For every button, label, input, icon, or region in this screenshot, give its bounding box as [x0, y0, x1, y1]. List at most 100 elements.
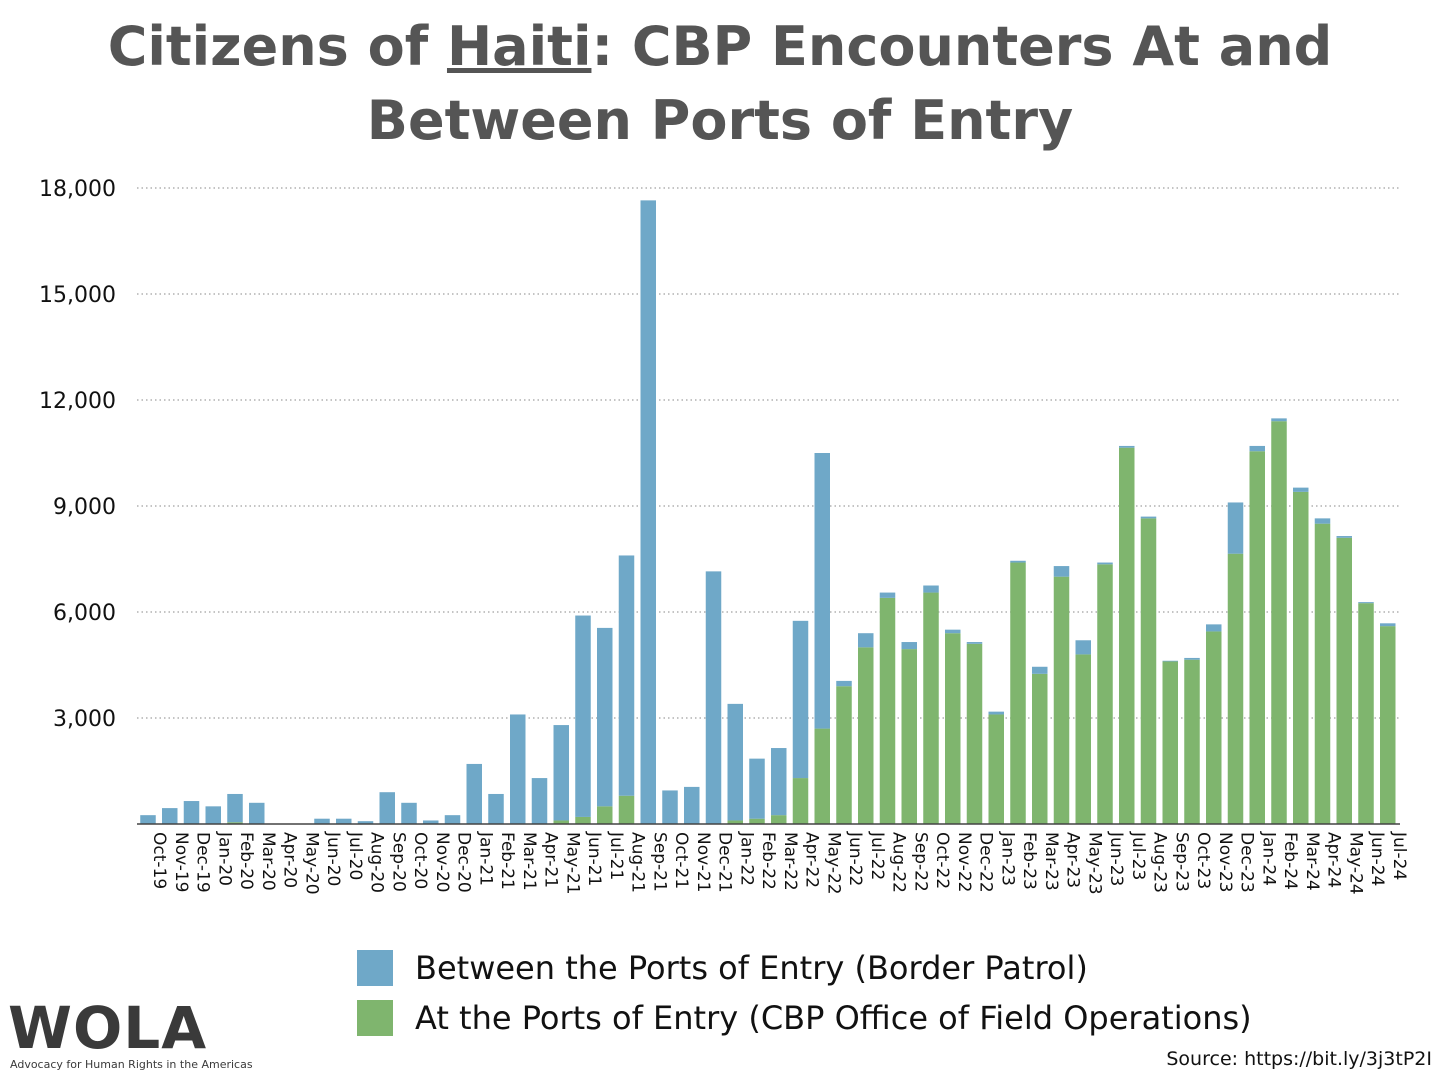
bar-between-ports	[923, 585, 939, 593]
bar-between-ports	[466, 763, 482, 824]
bar-between-ports	[879, 592, 896, 598]
chart-title: Citizens of Haiti: CBP Encounters At and…	[107, 15, 1333, 152]
bar-at-ports	[1380, 626, 1396, 824]
x-tick-label: Nov-23	[1215, 832, 1235, 893]
x-tick-label: Jan-22	[736, 831, 756, 886]
bar-at-ports	[1314, 523, 1331, 824]
bar-at-ports	[1140, 518, 1157, 824]
bar-between-ports	[336, 818, 352, 824]
bar-between-ports	[988, 711, 1004, 715]
bar-between-ports	[1075, 640, 1091, 655]
bar-between-ports	[140, 815, 156, 824]
x-tick-label: Apr-24	[1324, 832, 1344, 888]
x-tick-label: Jul-22	[867, 831, 887, 880]
x-tick-label: Feb-20	[236, 832, 256, 890]
x-tick-label: Jan-20	[214, 831, 234, 886]
bar-at-ports	[1249, 451, 1265, 824]
bar-between-ports	[814, 453, 830, 729]
bar-between-ports	[901, 642, 917, 650]
bar-at-ports	[597, 806, 613, 824]
bar-between-ports	[1053, 566, 1070, 577]
bar-between-ports	[1227, 502, 1244, 554]
bar-at-ports	[1336, 537, 1352, 824]
x-tick-label: Nov-21	[693, 832, 713, 893]
bar-at-ports	[858, 647, 874, 824]
bar-at-ports	[1119, 447, 1135, 824]
bar-between-ports	[1097, 562, 1113, 565]
x-tick-label: Aug-20	[367, 832, 387, 893]
bar-between-ports	[966, 642, 983, 644]
bar-between-ports	[662, 790, 678, 824]
x-tick-label: Jul-24	[1389, 831, 1409, 880]
bar-between-ports	[684, 786, 700, 824]
legend-label-at-ports: At the Ports of Entry (CBP Office of Fie…	[415, 999, 1252, 1037]
x-tick-label: Apr-22	[802, 832, 822, 888]
y-tick-label: 15,000	[39, 283, 116, 308]
bar-between-ports	[945, 629, 961, 634]
bar-between-ports	[1032, 666, 1048, 674]
x-tick-label: Aug-23	[1150, 832, 1170, 893]
x-tick-label: May-21	[562, 832, 582, 895]
bar-between-ports	[727, 703, 743, 821]
x-tick-label: Mar-20	[258, 832, 278, 891]
bar-between-ports	[836, 680, 852, 687]
x-tick-label: Apr-20	[280, 832, 300, 888]
x-tick-label: Jun-20	[323, 831, 343, 886]
legend-label-between-ports: Between the Ports of Entry (Border Patro…	[415, 949, 1088, 987]
bar-at-ports	[923, 592, 939, 824]
x-tick-label: Apr-23	[1063, 832, 1083, 888]
bar-at-ports	[901, 649, 917, 824]
bar-between-ports	[792, 620, 809, 779]
bar-at-ports	[618, 795, 635, 824]
x-tick-label: Oct-23	[1193, 832, 1213, 889]
bar-at-ports	[1271, 421, 1287, 824]
bar-between-ports	[1314, 518, 1331, 524]
bar-at-ports	[1053, 576, 1070, 824]
x-tick-label: Sep-20	[388, 832, 408, 892]
bar-at-ports	[1293, 491, 1309, 824]
bar-at-ports	[749, 818, 765, 824]
x-tick-label: Jul-20	[345, 831, 365, 880]
bar-at-ports	[988, 714, 1004, 824]
legend: Between the Ports of Entry (Border Patro…	[357, 943, 1252, 1043]
y-tick-label: 6,000	[53, 601, 116, 626]
bar-at-ports	[1075, 654, 1091, 824]
x-tick-label: Jun-22	[845, 831, 865, 886]
bar-between-ports	[444, 815, 461, 824]
wola-logo: WOLA Advocacy for Human Rights in the Am…	[8, 996, 253, 1080]
x-tick-label: Aug-21	[628, 832, 648, 893]
bar-at-ports	[966, 643, 983, 824]
bar-between-ports	[205, 806, 221, 824]
bar-at-ports	[879, 597, 896, 824]
x-tick-label: Oct-20	[410, 832, 430, 889]
y-tick-label: 18,000	[39, 177, 116, 202]
bar-between-ports	[227, 793, 243, 823]
x-tick-label: Jun-23	[1106, 831, 1126, 886]
x-tick-label: Mar-21	[519, 832, 539, 891]
x-tick-label: Jun-21	[584, 831, 604, 886]
legend-swatch-at-ports	[357, 1000, 393, 1036]
x-tick-label: Feb-21	[497, 832, 517, 890]
x-tick-label: Nov-20	[432, 832, 452, 893]
bar-at-ports	[1032, 673, 1048, 824]
x-tick-label: Oct-22	[932, 832, 952, 889]
x-tick-label: Sep-21	[649, 832, 669, 892]
x-tick-label: Mar-22	[780, 832, 800, 891]
x-tick-label: May-22	[823, 832, 843, 895]
bar-between-ports	[510, 714, 526, 824]
bar-between-ports	[597, 627, 613, 807]
x-tick-label: Feb-23	[1019, 832, 1039, 890]
x-tick-label: Nov-19	[171, 832, 191, 893]
bar-between-ports	[357, 821, 374, 824]
x-tick-label: Feb-22	[758, 832, 778, 890]
bar-between-ports	[1206, 624, 1222, 632]
legend-item-at-ports: At the Ports of Entry (CBP Office of Fie…	[357, 993, 1252, 1043]
bar-between-ports	[1380, 623, 1396, 627]
x-tick-label: Sep-23	[1171, 832, 1191, 892]
chart: 3,000 6,000 9,000 12,000 15,000 18,000 Oct-19…	[39, 177, 1409, 895]
bar-between-ports	[1010, 560, 1026, 563]
x-tick-label: Apr-21	[541, 832, 561, 888]
bar-between-ports	[162, 808, 178, 824]
x-tick-label: Dec-21	[715, 832, 735, 893]
bar-at-ports	[945, 633, 961, 824]
